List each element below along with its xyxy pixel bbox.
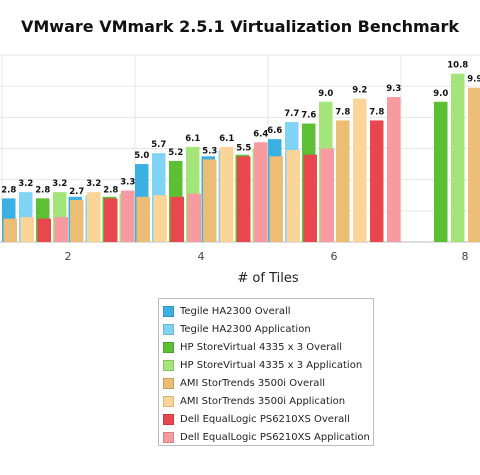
- legend-label: Dell EqualLogic PS6210XS Overall: [180, 413, 350, 425]
- legend-label: Tegile HA2300 Application: [180, 323, 311, 335]
- data-label: 9.2: [352, 86, 367, 96]
- bar: [170, 196, 184, 242]
- legend-label: AMI StorTrends 3500i Overall: [180, 377, 325, 389]
- bar: [320, 148, 334, 242]
- data-label: 9.9: [467, 75, 480, 85]
- legend-swatch: [163, 431, 174, 443]
- x-tick-label: 8: [462, 250, 469, 263]
- data-label: 6.1: [219, 134, 234, 144]
- data-label: 9.0: [433, 89, 448, 99]
- data-label: 5.2: [168, 148, 183, 158]
- data-label: 9.0: [318, 89, 333, 99]
- data-label: 3.2: [18, 179, 33, 189]
- bar: [153, 195, 167, 242]
- bar: [87, 192, 101, 242]
- chart-title: VMware VMmark 2.5.1 Virtualization Bench…: [21, 17, 459, 36]
- bar: [254, 142, 268, 242]
- bar: [387, 97, 401, 242]
- bar: [336, 120, 350, 242]
- data-label: 5.0: [134, 151, 149, 161]
- bar: [220, 146, 234, 242]
- data-label: 6.4: [253, 129, 268, 139]
- bar: [54, 217, 68, 242]
- legend-label: HP StoreVirtual 4335 x 3 Overall: [180, 341, 343, 353]
- data-label: 7.6: [301, 111, 316, 121]
- x-tick-label: 2: [65, 250, 72, 263]
- data-label: 2.8: [103, 185, 118, 195]
- data-label: 10.8: [447, 61, 468, 71]
- legend-item: Dell EqualLogic PS6210XS Application: [163, 428, 373, 446]
- bar: [434, 101, 448, 242]
- data-label: 2.8: [1, 185, 16, 195]
- legend-swatch: [163, 323, 174, 335]
- x-tick-label: 6: [331, 250, 338, 263]
- legend-swatch: [163, 341, 174, 353]
- bar: [203, 159, 217, 242]
- data-label: 3.2: [86, 179, 101, 189]
- legend-item: HP StoreVirtual 4335 x 3 Overall: [163, 338, 373, 356]
- bar: [104, 198, 118, 242]
- data-label: 6.6: [267, 126, 282, 136]
- bar: [70, 199, 84, 242]
- bar: [3, 218, 17, 242]
- data-label: 2.7: [69, 187, 84, 197]
- data-label: 3.3: [120, 178, 135, 188]
- legend-swatch: [163, 413, 174, 425]
- bar: [286, 150, 300, 242]
- bar: [468, 87, 480, 242]
- bar: [303, 154, 317, 242]
- legend-swatch: [163, 377, 174, 389]
- legend-item: Tegile HA2300 Application: [163, 320, 373, 338]
- bar: [451, 73, 465, 242]
- bar: [187, 193, 201, 242]
- data-label: 3.2: [52, 179, 67, 189]
- legend-label: AMI StorTrends 3500i Application: [180, 395, 346, 407]
- bar: [136, 196, 150, 242]
- data-label: 6.1: [185, 134, 200, 144]
- data-label: 2.8: [35, 185, 50, 195]
- legend-item: AMI StorTrends 3500i Application: [163, 392, 373, 410]
- data-label: 5.5: [236, 143, 251, 153]
- bar: [269, 156, 283, 242]
- legend-label: Dell EqualLogic PS6210XS Application: [180, 431, 370, 443]
- legend-swatch: [163, 395, 174, 407]
- data-label: 7.7: [284, 109, 299, 119]
- bar: [37, 218, 51, 242]
- bar-chart: 2.83.22.83.22.73.22.83.35.05.75.26.15.36…: [0, 54, 480, 286]
- bar: [121, 190, 135, 242]
- legend-item: Dell EqualLogic PS6210XS Overall: [163, 410, 373, 428]
- legend-item: HP StoreVirtual 4335 x 3 Application: [163, 356, 373, 374]
- bar: [20, 217, 34, 242]
- data-label: 5.3: [202, 146, 217, 156]
- x-tick-label: 4: [198, 250, 205, 263]
- legend-item: AMI StorTrends 3500i Overall: [163, 374, 373, 392]
- bar: [353, 98, 367, 242]
- legend-item: Tegile HA2300 Overall: [163, 302, 373, 320]
- data-label: 9.3: [386, 84, 401, 94]
- data-label: 7.8: [369, 107, 384, 117]
- chart-legend: Tegile HA2300 Overall Tegile HA2300 Appli…: [158, 298, 374, 446]
- bar: [237, 156, 251, 242]
- legend-swatch: [163, 359, 174, 371]
- data-label: 7.8: [335, 107, 350, 117]
- data-label: 5.7: [151, 140, 166, 150]
- x-axis-title: # of Tiles: [237, 271, 298, 286]
- legend-label: Tegile HA2300 Overall: [180, 305, 291, 317]
- legend-label: HP StoreVirtual 4335 x 3 Application: [180, 359, 363, 371]
- bar: [370, 120, 384, 242]
- legend-swatch: [163, 305, 174, 317]
